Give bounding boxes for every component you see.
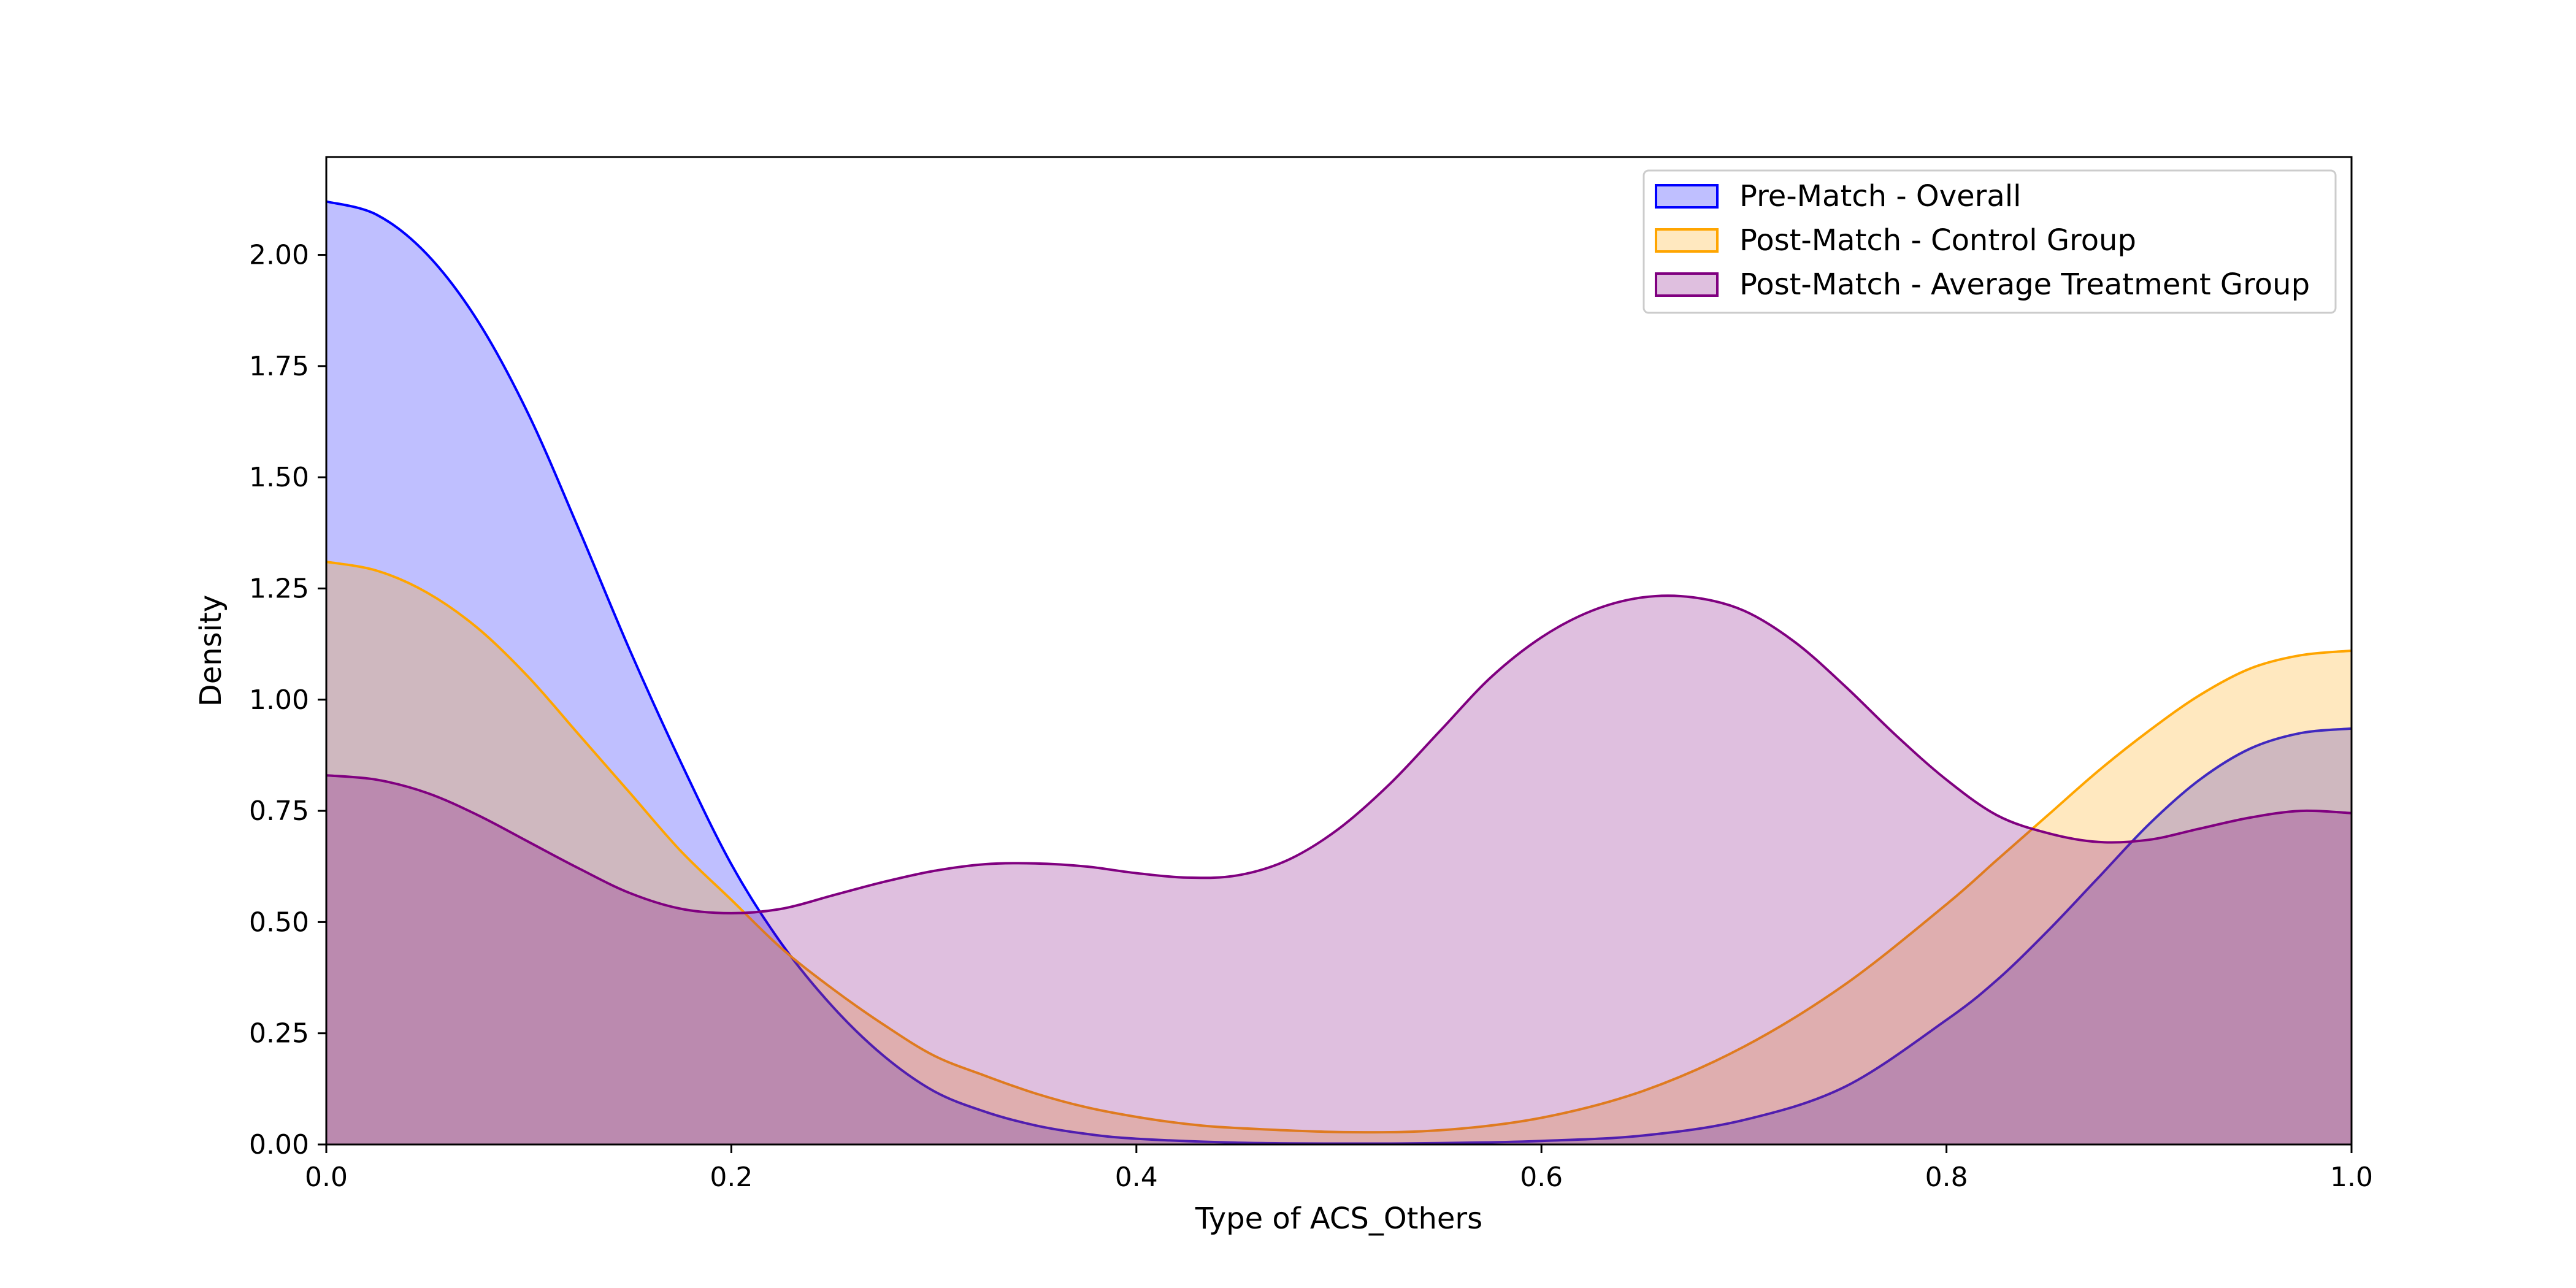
series-line-3 <box>326 594 2352 914</box>
y-axis-label: Density <box>194 595 228 707</box>
x-axis-label: Type of ACS_Others <box>1195 1202 1482 1236</box>
plot-frame <box>325 156 2353 1146</box>
legend-swatch <box>1655 272 1719 297</box>
y-tick-label: 1.00 <box>249 684 309 716</box>
series-layer <box>326 200 2352 1145</box>
series-line-2 <box>326 561 2352 1134</box>
y-axis: 0.00 0.25 0.50 0.75 1.00 1.25 1.50 1.75 2.00 <box>249 240 326 1160</box>
y-tick-label: 1.50 <box>249 462 309 493</box>
y-tick-label: 0.50 <box>249 907 309 938</box>
y-tick-label: 2.00 <box>249 240 309 271</box>
series-area-3 <box>326 596 2352 1144</box>
legend-label: Pre-Match - Overall <box>1739 179 2021 213</box>
x-tick-label: 0.6 <box>1520 1162 1563 1193</box>
series-area-1 <box>326 201 2352 1144</box>
x-tick-label: 0.0 <box>305 1162 348 1193</box>
legend: Pre-Match - Overall Post-Match - Control … <box>1643 169 2337 314</box>
y-tick-label: 1.25 <box>249 573 309 604</box>
series-line-1 <box>326 200 2352 1145</box>
x-tick-label: 0.4 <box>1115 1162 1158 1193</box>
x-tick-label: 1.0 <box>2330 1162 2373 1193</box>
legend-frame <box>1643 169 2337 314</box>
series-area-2 <box>326 562 2352 1144</box>
y-tick-label: 0.25 <box>249 1018 309 1049</box>
y-tick-label: 0.75 <box>249 795 309 827</box>
legend-swatch <box>1655 184 1719 209</box>
legend-swatch <box>1655 228 1719 253</box>
legend-label: Post-Match - Average Treatment Group <box>1739 267 2310 302</box>
x-axis: 0.0 0.2 0.4 0.6 0.8 1.0 <box>305 1144 2373 1193</box>
x-tick-label: 0.8 <box>1925 1162 1968 1193</box>
y-tick-label: 0.00 <box>249 1129 309 1160</box>
y-tick-label: 1.75 <box>249 351 309 382</box>
x-tick-label: 0.2 <box>710 1162 753 1193</box>
legend-label: Post-Match - Control Group <box>1739 223 2136 258</box>
